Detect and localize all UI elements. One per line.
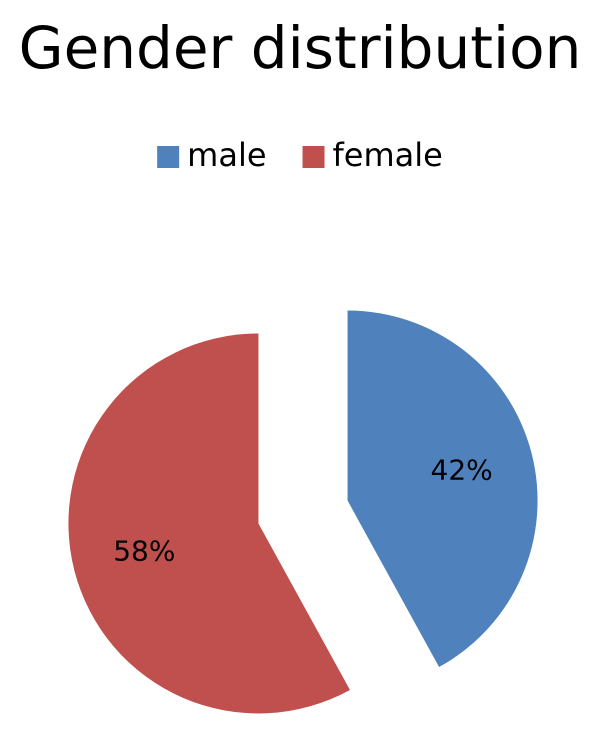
- pie-slice: [68, 333, 350, 714]
- legend-swatch: [157, 146, 180, 168]
- data-label: 42%: [431, 453, 493, 486]
- legend-swatch: [302, 146, 325, 168]
- data-label: 58%: [113, 535, 175, 568]
- pie-slice: [347, 310, 538, 668]
- legend-label: male: [187, 136, 266, 174]
- chart-title: Gender distribution: [19, 14, 582, 82]
- legend-label: female: [333, 136, 443, 174]
